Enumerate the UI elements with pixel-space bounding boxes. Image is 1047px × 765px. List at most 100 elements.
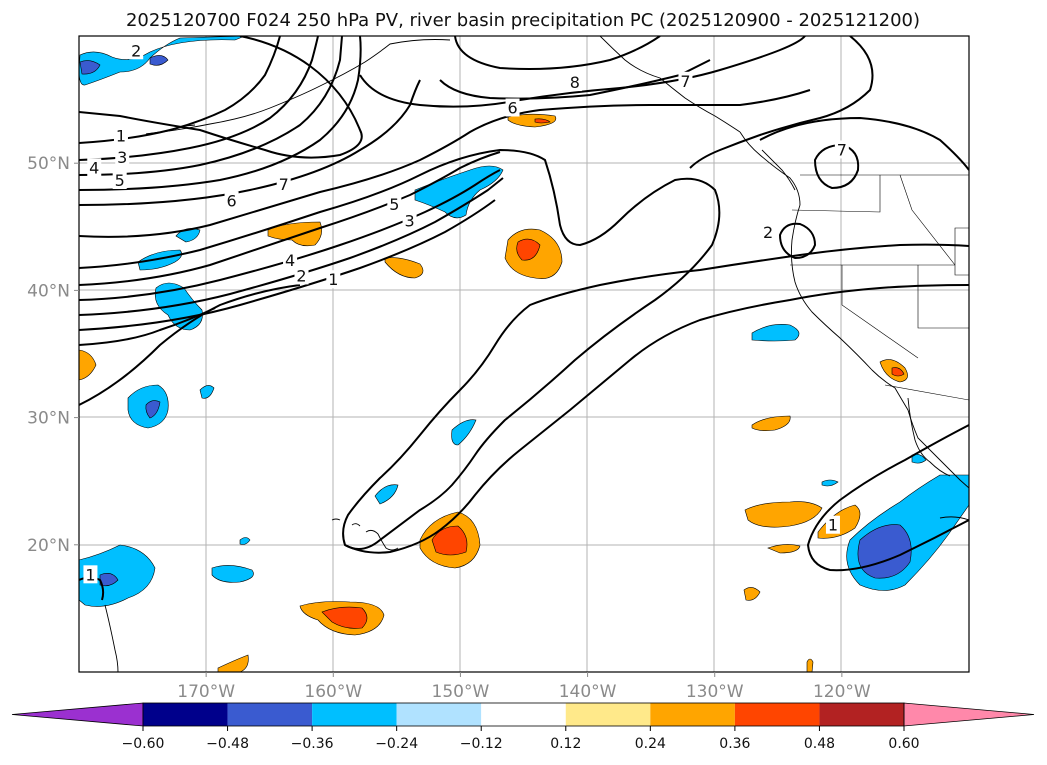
pv-contour-south-1 [79, 307, 216, 346]
chart-title: 2025120700 F024 250 hPa PV, river basin … [126, 10, 920, 31]
contour-label-bg [129, 41, 144, 60]
precip-region-neg [239, 537, 251, 545]
precip-region-pos [806, 658, 814, 672]
contour-label: 4 [285, 251, 295, 270]
precip-region-neg [451, 419, 477, 446]
coastline-vancouver-island [761, 149, 796, 191]
lon-tick-label: 160°W [304, 682, 362, 702]
contour-label: 3 [404, 212, 414, 231]
precip-region-neg [374, 484, 399, 505]
pv-contour-4 [79, 36, 343, 176]
contour-label: 8 [570, 73, 580, 92]
precip-region-neg-core [99, 573, 119, 587]
precip-region-neg [79, 544, 156, 607]
border-us-mexico [884, 384, 969, 401]
precip-region-neg [199, 385, 215, 399]
colorbar-segment [227, 703, 313, 726]
contour-label: 1 [116, 126, 126, 145]
precip-region-pos [79, 349, 97, 381]
precip-region-pos-core [431, 525, 468, 556]
contour-label-bg [224, 191, 239, 210]
contour-label: 1 [328, 270, 338, 289]
colorbar-segment [312, 703, 397, 726]
contour-label-bg [283, 251, 298, 270]
contour-label: 6 [507, 99, 517, 118]
precip-region-neg-core [145, 400, 161, 419]
contour-label: 2 [131, 41, 141, 60]
contour-label: 6 [226, 191, 236, 210]
contour-label-bg [402, 211, 417, 230]
lon-tick-label: 120°W [813, 682, 871, 702]
lon-tick-label: 130°W [686, 682, 744, 702]
lat-tick-label: 50°N [27, 154, 70, 174]
precip-region-pos [384, 257, 424, 279]
contour-label: 1 [85, 565, 95, 584]
pv-contour-ridge [454, 36, 661, 70]
pv-contours [79, 36, 969, 601]
contour-label-bg [112, 171, 127, 190]
contour-label: 4 [89, 158, 99, 177]
precip-region-pos [767, 544, 801, 554]
colorbar-extend-max [903, 702, 1035, 727]
lat-tick-label: 40°N [27, 281, 70, 301]
border-state-id [899, 174, 956, 266]
precip-region-pos-core [516, 238, 541, 261]
colorbar-tick-label: −0.48 [206, 736, 249, 752]
precip-region-neg [79, 36, 246, 86]
lon-tick-label: 170°W [177, 682, 235, 702]
contour-label-bg [83, 565, 98, 584]
contour-label-bg [87, 158, 102, 177]
colorbar-segment [650, 703, 735, 726]
colorbar-tick-label: −0.36 [291, 736, 334, 752]
colorbar-segment [734, 703, 820, 726]
contour-label: 5 [115, 171, 125, 190]
pv-contour-6 [79, 79, 421, 206]
coastline-baja [907, 397, 951, 477]
contour-label-bg [115, 148, 130, 167]
colorbar-tick-label: −0.24 [375, 736, 418, 752]
precip-region-neg-core [149, 55, 169, 66]
lat-tick-label: 30°N [27, 409, 70, 429]
pv-contour-east [689, 36, 874, 169]
precip-region-pos-core [321, 606, 368, 629]
longitude-ticks: 170°W 160°W 150°W 140°W 130°W 120°W [177, 672, 871, 702]
colorbar-tick-label: 0.36 [719, 736, 750, 752]
precip-region-pos-core [534, 118, 551, 124]
precip-region-neg [414, 165, 504, 219]
border-state-small [954, 227, 969, 276]
contour-label: 7 [680, 72, 690, 91]
contour-label-bg [678, 71, 693, 90]
map-border [78, 35, 970, 673]
colorbar-outline [142, 702, 905, 727]
pv-contour-1-southeast [806, 424, 969, 572]
contour-label: 7 [279, 175, 289, 194]
lat-tick-label: 20°N [27, 536, 70, 556]
precip-region-neg [137, 249, 182, 271]
pv-contour-1 [79, 36, 281, 144]
precip-region-pos [267, 221, 322, 247]
coastline-alaska [145, 39, 451, 135]
coastline-siberia [104, 604, 119, 672]
map-background [79, 36, 969, 672]
contour-label-bg [567, 73, 582, 92]
pv-contour-2-closed [778, 222, 817, 260]
contour-label-bg [505, 98, 520, 117]
latitude-ticks: 20°N 30°N 40°N 50°N [27, 154, 79, 556]
contour-label: 5 [389, 195, 399, 214]
contour-label-bg [276, 174, 291, 193]
contour-label-bg [294, 266, 309, 285]
pv-contour-trough-outer [79, 148, 969, 550]
contour-label: 7 [837, 140, 847, 159]
contour-label-bg [825, 515, 840, 534]
political-boundaries [790, 174, 969, 401]
contour-label-bg [326, 270, 341, 289]
colorbar-segment [396, 703, 482, 726]
colorbar-tick-label: −0.12 [460, 736, 503, 752]
colorbar-segment [565, 703, 651, 726]
precip-region-pos [751, 415, 791, 431]
colorbar: −0.60 −0.48 −0.36 −0.24 −0.12 0.12 0.24 0.36 0.4… [11, 702, 1035, 752]
coastline-hawaii [331, 518, 399, 551]
